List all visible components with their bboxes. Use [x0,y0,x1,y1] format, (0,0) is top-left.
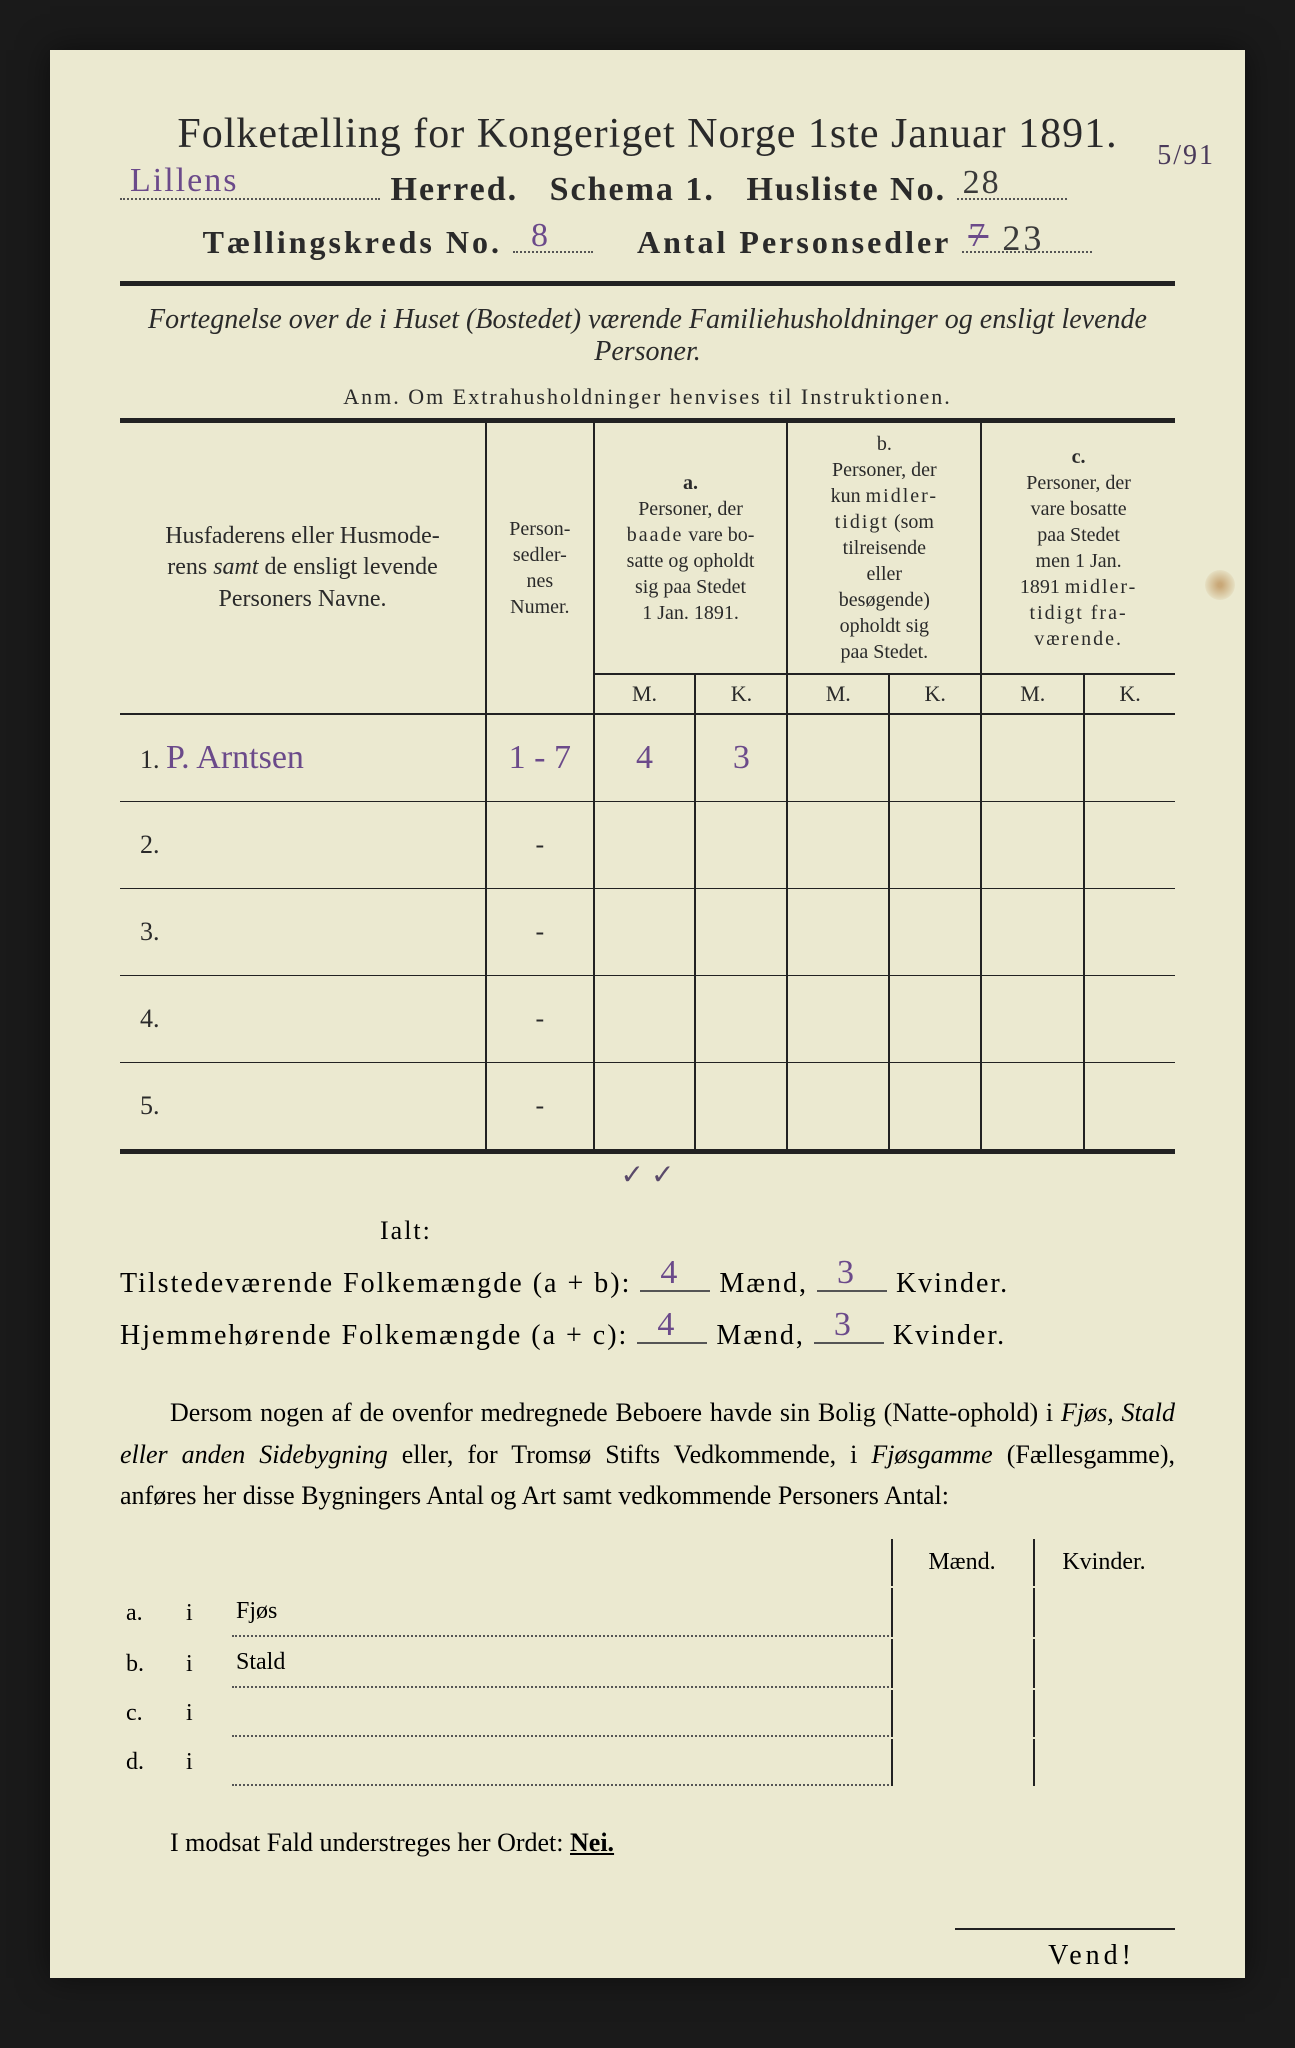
cell-ak: 3 [733,739,750,776]
checkmarks: ✓ ✓ [621,1160,675,1191]
husliste-value: 28 [963,164,1001,202]
corner-annotation: 5/91 [1157,140,1215,172]
sum-line-1: Tilstedeværende Folkemængde (a + b): 4 M… [120,1264,1175,1300]
ialt-label: Ialt: [380,1216,1175,1246]
col-c-header: c. Personer, dervare bosattepaa Stedetme… [981,421,1175,675]
cell-num: 1 - 7 [509,739,571,776]
herred-label: Herred. [391,171,519,208]
sum1-k: 3 [837,1254,856,1292]
sum2-m: 4 [657,1306,676,1344]
modsat-line: I modsat Fald understreges her Ordet: Ne… [170,1828,1175,1858]
table-row: 1. P. Arntsen 1 - 7 4 3 [120,714,1175,802]
col-num-header: Person-sedler-nesNumer. [486,421,594,715]
maend-label: Mænd, [719,1268,808,1299]
maend-label: Mænd, [716,1320,805,1351]
sb-i: i [182,1588,230,1637]
vend-label: Vend! [955,1928,1175,1972]
cell-bk [889,714,981,802]
herred-field: Lillens [120,170,380,200]
side-building-paragraph: Dersom nogen af de ovenfor medregnede Be… [120,1392,1175,1517]
cell-bm [787,714,889,802]
sb-letter: b. [122,1639,180,1688]
cell-num: - [486,976,594,1063]
subtitle: Fortegnelse over de i Huset (Bostedet) v… [120,304,1175,368]
row-num: 2. [140,830,160,859]
nei-word: Nei. [570,1828,614,1857]
sb-label: Fjøs [236,1598,277,1624]
sb-row: b. i Stald [122,1639,1173,1688]
cell-num: - [486,1063,594,1152]
antal-value: 23 [1002,217,1044,259]
antal-field: 7 23 [962,223,1092,253]
sb-i: i [182,1690,230,1737]
sb-row: c. i [122,1690,1173,1737]
herred-value: Lillens [130,162,238,200]
table-row: 3. - [120,889,1175,976]
header-line-1: Lillens Herred. Schema 1. Husliste No. 2… [120,170,1175,209]
col-c-k: K. [1084,674,1175,714]
sum-line-2: Hjemmehørende Folkemængde (a + c): 4 Mæn… [120,1316,1175,1352]
husliste-label: Husliste No. [746,171,946,208]
col-a-header: a. Personer, derbaade vare bo-satte og o… [594,421,788,675]
census-form-page: Folketælling for Kongeriget Norge 1ste J… [50,50,1245,1978]
cell-cm [981,714,1084,802]
sb-row: a. i Fjøs [122,1588,1173,1637]
sb-letter: d. [122,1739,180,1786]
sum1-m: 4 [660,1254,679,1292]
antal-label: Antal Personsedler [637,224,951,260]
sb-label: Stald [236,1649,285,1675]
row-num: 5. [140,1091,160,1120]
row-name: P. Arntsen [166,739,304,776]
cell-num: - [486,802,594,889]
sb-i: i [182,1639,230,1688]
sb-i: i [182,1739,230,1786]
sb-letter: c. [122,1690,180,1737]
header-line-2: Tællingskreds No. 8 Antal Personsedler 7… [120,223,1175,261]
col-a-m: M. [594,674,696,714]
table-row: 5. - [120,1063,1175,1152]
table-row: 4. - [120,976,1175,1063]
kreds-field: 8 [513,223,593,253]
antal-value-struck: 7 [968,217,988,255]
sum1-label: Tilstedeværende Folkemængde (a + b): [120,1268,631,1299]
col-b-m: M. [787,674,889,714]
paper-stain [1205,570,1235,600]
cell-ck [1084,714,1175,802]
sb-letter: a. [122,1588,180,1637]
anm-note: Anm. Om Extrahusholdninger henvises til … [120,384,1175,410]
cell-num: - [486,889,594,976]
sum2-label: Hjemmehørende Folkemængde (a + c): [120,1320,628,1351]
cell-am: 4 [636,739,653,776]
col-b-k: K. [889,674,981,714]
kvinder-label: Kvinder. [893,1320,1006,1351]
census-table: Husfaderens eller Husmode-rens samt de e… [120,418,1175,1154]
sum2-k: 3 [834,1306,853,1344]
row-num: 4. [140,1004,160,1033]
col-a-k: K. [695,674,787,714]
kreds-value: 8 [531,217,551,255]
husliste-field: 28 [957,170,1067,200]
sb-row: d. i [122,1739,1173,1786]
row-num: 3. [140,917,160,946]
kvinder-label: Kvinder. [896,1268,1009,1299]
page-title: Folketælling for Kongeriget Norge 1ste J… [120,110,1175,158]
col-c-m: M. [981,674,1084,714]
side-building-table: Mænd. Kvinder. a. i Fjøs b. i Stald c. i… [120,1537,1175,1788]
col-name-header: Husfaderens eller Husmode-rens samt de e… [120,421,486,715]
sb-maend: Mænd. [891,1539,1031,1586]
sb-kvinder: Kvinder. [1033,1539,1173,1586]
rule [120,281,1175,286]
row-num: 1. [140,745,160,774]
kreds-label: Tællingskreds No. [203,224,502,260]
table-row: 2. - [120,802,1175,889]
schema-label: Schema 1. [550,171,715,208]
col-b-header: b. Personer, derkun midler-tidigt (somti… [787,421,981,675]
